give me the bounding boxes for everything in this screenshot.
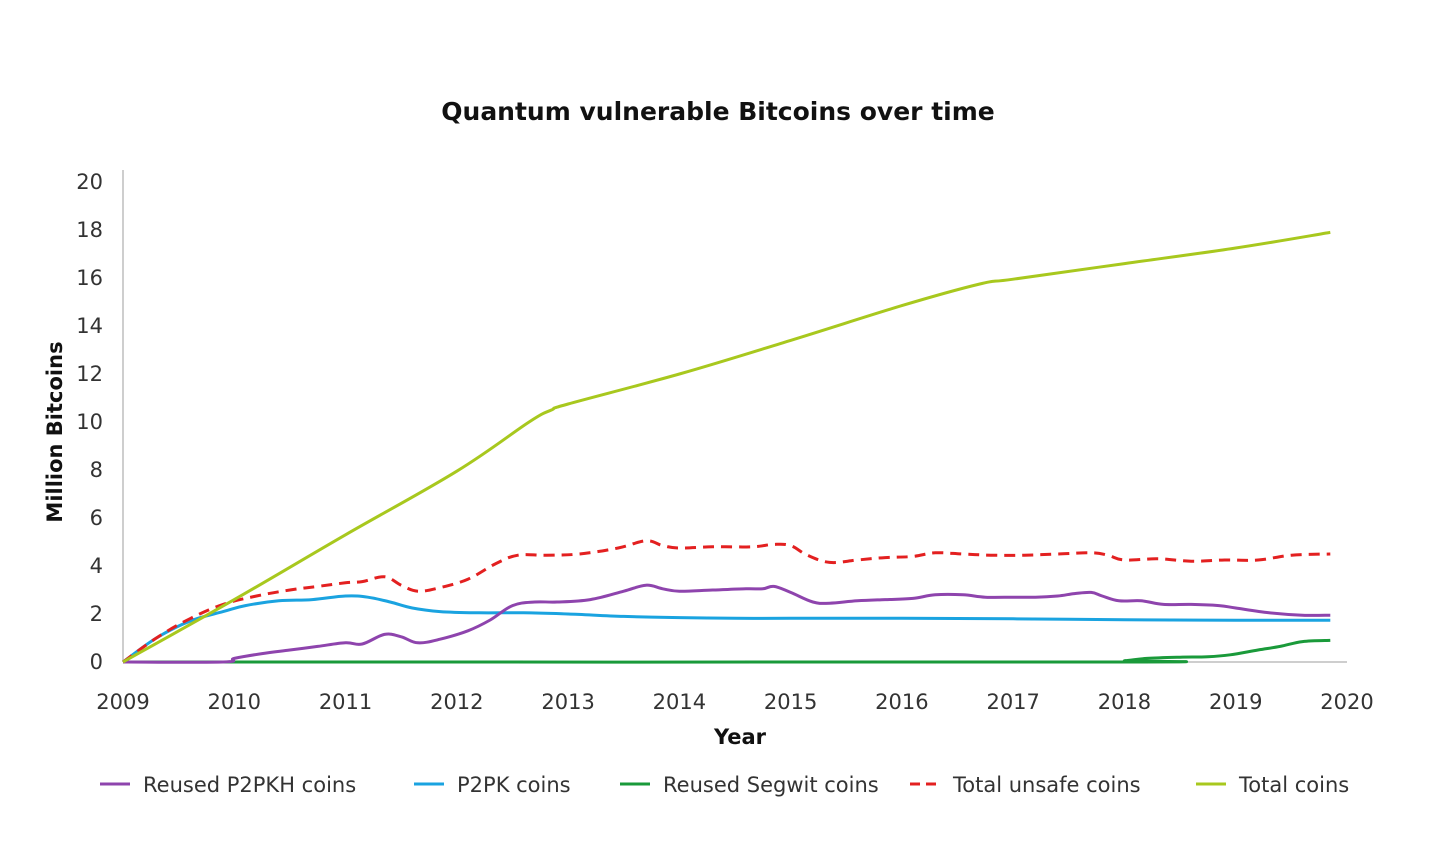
x-tick-label: 2013 xyxy=(541,690,594,714)
x-tick-label: 2018 xyxy=(1098,690,1151,714)
y-tick-label: 8 xyxy=(90,458,103,482)
x-axis-title: Year xyxy=(713,725,767,749)
x-tick-label: 2012 xyxy=(430,690,483,714)
y-tick-label: 10 xyxy=(76,410,103,434)
x-tick-label: 2009 xyxy=(96,690,149,714)
legend-label: Reused Segwit coins xyxy=(663,773,879,797)
y-tick-label: 20 xyxy=(76,170,103,194)
legend-item: Reused Segwit coins xyxy=(620,773,879,797)
series-lines xyxy=(122,230,1331,664)
x-tick-label: 2020 xyxy=(1320,690,1373,714)
x-tick-label: 2017 xyxy=(986,690,1039,714)
legend-label: Total coins xyxy=(1238,773,1349,797)
legend-item: Total unsafe coins xyxy=(910,773,1141,797)
legend: Reused P2PKH coins P2PK coins Reused Segwi… xyxy=(100,773,1349,797)
legend-item: Total coins xyxy=(1196,773,1349,797)
series-line-total-coins xyxy=(122,230,1331,664)
x-tick-label: 2015 xyxy=(764,690,817,714)
legend-item: P2PK coins xyxy=(414,773,571,797)
legend-label: P2PK coins xyxy=(457,773,571,797)
y-tick-label: 14 xyxy=(76,314,103,338)
legend-item: Reused P2PKH coins xyxy=(100,773,356,797)
y-tick-label: 2 xyxy=(90,602,103,626)
y-tick-label: 0 xyxy=(90,650,103,674)
y-tick-label: 6 xyxy=(90,506,103,530)
x-tick-labels: 2009 2010 2011 2012 2013 2014 2015 2016 2017 2018… xyxy=(96,690,1373,714)
legend-label: Reused P2PKH coins xyxy=(143,773,356,797)
series-line-p2pk-coins xyxy=(122,594,1331,664)
legend-label: Total unsafe coins xyxy=(952,773,1141,797)
chart-title: Quantum vulnerable Bitcoins over time xyxy=(441,97,994,126)
y-tick-label: 16 xyxy=(76,266,103,290)
y-tick-label: 18 xyxy=(76,218,103,242)
y-axis-title: Million Bitcoins xyxy=(43,341,67,522)
series-line-reused-segwit-coins xyxy=(122,638,1331,664)
x-tick-label: 2010 xyxy=(208,690,261,714)
x-tick-label: 2019 xyxy=(1209,690,1262,714)
x-tick-label: 2011 xyxy=(319,690,372,714)
y-tick-label: 4 xyxy=(90,554,103,578)
series-line-total-unsafe-coins xyxy=(122,539,1331,664)
x-tick-label: 2016 xyxy=(875,690,928,714)
y-tick-label: 12 xyxy=(76,362,103,386)
y-tick-labels: 0 2 4 6 8 10 12 14 16 18 20 xyxy=(76,170,103,674)
series-line-reused-p2pkh-coins xyxy=(122,583,1331,664)
x-tick-label: 2014 xyxy=(653,690,706,714)
